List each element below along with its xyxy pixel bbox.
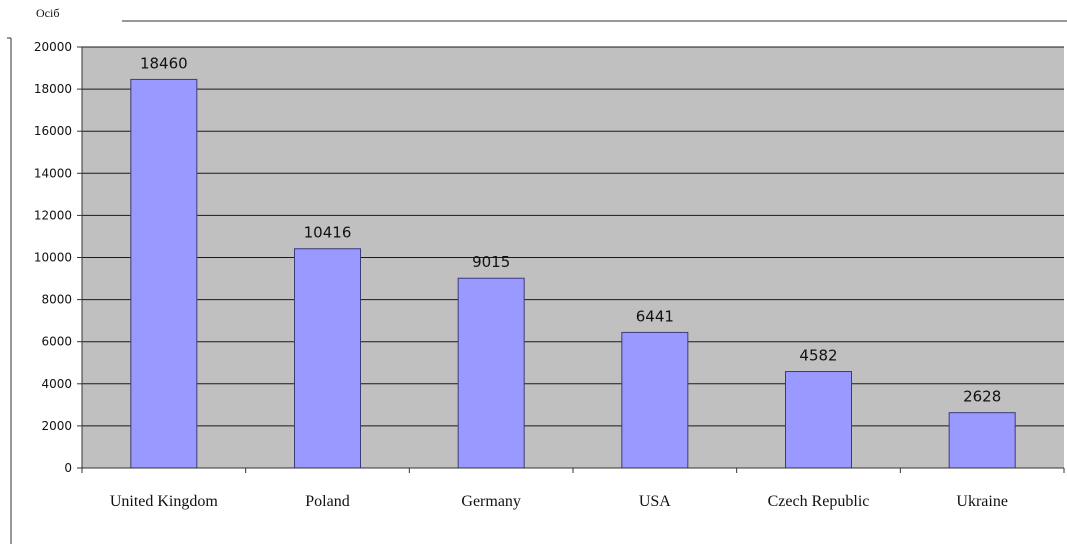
bar-united-kingdom xyxy=(130,78,198,469)
bar-czech-republic xyxy=(785,371,852,469)
bar-ukraine xyxy=(948,412,1016,469)
bar-usa xyxy=(621,331,689,469)
x-tick-label: USA xyxy=(639,493,671,510)
data-label: 6441 xyxy=(636,307,674,325)
x-tick-label: Germany xyxy=(461,493,521,510)
data-label: 9015 xyxy=(472,253,510,271)
y-tick-label: 2000 xyxy=(41,419,72,433)
y-tick-label: 20000 xyxy=(34,40,72,54)
y-tick-label: 4000 xyxy=(41,377,72,391)
axes xyxy=(77,46,1065,473)
y-tick-label: 16000 xyxy=(34,124,72,138)
gridlines xyxy=(82,46,1064,427)
y-tick-label: 6000 xyxy=(41,335,72,349)
data-label: 4582 xyxy=(799,347,837,365)
y-tick-label: 10000 xyxy=(34,251,72,265)
y-tick-label: 8000 xyxy=(41,293,72,307)
x-tick-label: Czech Republic xyxy=(768,493,870,510)
data-label: 10416 xyxy=(304,224,352,242)
x-tick-label: Poland xyxy=(305,493,349,510)
y-tick-label: 0 xyxy=(64,461,72,475)
y-tick-label: 12000 xyxy=(34,208,72,222)
data-label: 18460 xyxy=(140,54,188,72)
x-tick-label: United Kingdom xyxy=(110,493,219,510)
y-tick-label: 14000 xyxy=(34,166,72,180)
bar-germany xyxy=(457,277,525,469)
y-tick-label: 18000 xyxy=(34,82,72,96)
data-labels: 18460 10416 9015 6441 4582 2628 xyxy=(140,54,1001,405)
x-tick-labels: United Kingdom Poland Germany USA Czech Repu… xyxy=(110,493,1008,510)
bars xyxy=(130,78,1016,469)
y-axis-label: Осіб xyxy=(36,6,59,20)
x-tick-label: Ukraine xyxy=(956,493,1008,510)
y-tick-labels: 0 2000 4000 6000 8000 10000 12000 14000 16000 180… xyxy=(34,40,72,475)
bar-poland xyxy=(294,248,361,469)
data-label: 2628 xyxy=(963,388,1001,406)
